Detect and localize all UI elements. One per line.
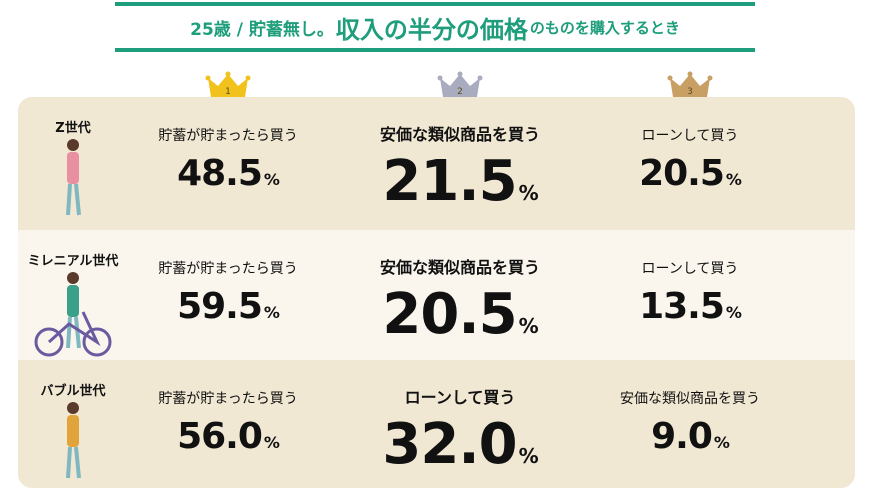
answer-value: 9.0%	[575, 416, 805, 457]
title-prefix: 25歳 / 貯蓄無し。	[190, 19, 334, 40]
row: Z世代 貯蓄が貯まったら買う 48.5% 安価な類似商品を買う 21.5% ローンして買う…	[18, 97, 855, 230]
rank-number: 2	[457, 87, 463, 97]
percent-value: 13.5	[639, 286, 725, 327]
figure-body	[67, 415, 79, 447]
figure-leg	[66, 446, 72, 479]
rank-number: 3	[687, 87, 693, 97]
result-cell: 貯蓄が貯まったら買う 59.5%	[113, 258, 343, 327]
percent-value: 20.5	[382, 282, 517, 347]
result-cell: ローンして買う 13.5%	[575, 258, 805, 327]
figure-leg	[74, 183, 81, 216]
answer-label: 安価な類似商品を買う	[620, 391, 760, 407]
percent-unit: %	[263, 303, 280, 322]
title-main: 収入の半分の価格	[335, 15, 528, 44]
crown: 2	[437, 71, 483, 97]
answer-label: 貯蓄が貯まったら買う	[158, 391, 298, 407]
title-suffix: のものを購入するとき	[529, 18, 680, 37]
percent-value: 21.5	[382, 149, 517, 214]
crown: 1	[205, 71, 251, 97]
panel: Z世代 貯蓄が貯まったら買う 48.5% 安価な類似商品を買う 21.5% ローンして買う…	[18, 97, 855, 488]
percent-unit: %	[263, 433, 280, 452]
crown-jewel	[477, 75, 483, 81]
crown-shape	[670, 74, 710, 97]
row: ミレニアル世代 貯蓄が貯まったら買う 59.5% 安価な類似商品を買う 20.5% ローン…	[18, 230, 855, 360]
result-cell: 安価な類似商品を買う 20.5%	[345, 254, 575, 347]
percent-value: 48.5	[177, 153, 263, 194]
answer-label: 安価な類似商品を買う	[379, 258, 540, 277]
percent-unit: %	[518, 444, 539, 468]
answer-value: 48.5%	[113, 153, 343, 194]
result-cell: ローンして買う 32.0%	[345, 384, 575, 477]
answer-value: 56.0%	[113, 416, 343, 457]
figure-leg	[66, 316, 72, 349]
percent-value: 56.0	[177, 416, 263, 457]
header: 25歳 / 貯蓄無し。 収入の半分の価格 のものを購入するとき	[115, 2, 755, 52]
person-figure	[66, 139, 81, 216]
result-cell: 安価な類似商品を買う 9.0%	[575, 388, 805, 457]
answer-value: 21.5%	[345, 149, 575, 214]
person-figure	[66, 402, 81, 479]
result-cell: 貯蓄が貯まったら買う 48.5%	[113, 125, 343, 194]
crown-jewel	[437, 75, 443, 81]
figure-head	[67, 402, 79, 414]
answer-label: 安価な類似商品を買う	[379, 125, 540, 144]
percent-value: 32.0	[382, 412, 517, 477]
percent-value: 59.5	[177, 286, 263, 327]
figure-head	[67, 272, 79, 284]
figure-body	[67, 285, 79, 317]
answer-label: ローンして買う	[641, 128, 739, 144]
result-cell: 貯蓄が貯まったら買う 56.0%	[113, 388, 343, 457]
figure-leg	[66, 183, 72, 216]
answer-value: 59.5%	[113, 286, 343, 327]
percent-unit: %	[725, 303, 742, 322]
answer-label: 貯蓄が貯まったら買う	[158, 261, 298, 277]
figure-leg	[74, 446, 81, 479]
answer-label: ローンして買う	[641, 261, 739, 277]
percent-unit: %	[725, 170, 742, 189]
answer-value: 13.5%	[575, 286, 805, 327]
answer-value: 20.5%	[575, 153, 805, 194]
crown-jewel	[205, 75, 211, 81]
crown-jewel	[457, 71, 463, 77]
figure-head	[67, 139, 79, 151]
figure-leg	[74, 316, 81, 349]
percent-unit: %	[263, 170, 280, 189]
answer-value: 32.0%	[345, 412, 575, 477]
percent-unit: %	[518, 314, 539, 338]
result-cell: 安価な類似商品を買う 21.5%	[345, 121, 575, 214]
answer-label: ローンして買う	[404, 388, 516, 407]
crown: 3	[667, 71, 713, 97]
percent-value: 9.0	[651, 416, 713, 457]
generation-label: ミレニアル世代	[27, 254, 119, 269]
answer-value: 20.5%	[345, 282, 575, 347]
bike-wheel	[82, 327, 112, 357]
crown-jewel	[687, 71, 693, 77]
crown-shape	[440, 74, 480, 97]
crown-jewel	[707, 75, 713, 81]
figure-body	[67, 152, 79, 184]
crown-jewel	[245, 75, 251, 81]
bike-wheel	[34, 327, 64, 357]
generation-label: バブル世代	[40, 384, 106, 399]
rank-number: 1	[225, 87, 231, 97]
crown-shape	[208, 74, 248, 97]
answer-label: 貯蓄が貯まったら買う	[158, 128, 298, 144]
crown-jewel	[667, 75, 673, 81]
percent-value: 20.5	[639, 153, 725, 194]
result-cell: ローンして買う 20.5%	[575, 125, 805, 194]
row: バブル世代 貯蓄が貯まったら買う 56.0% ローンして買う 32.0% 安価な類似商品を…	[18, 360, 855, 488]
bike-frame	[47, 311, 101, 347]
person-figure	[34, 272, 112, 357]
crown-jewel	[225, 71, 231, 77]
percent-unit: %	[713, 433, 730, 452]
generation-label: Z世代	[55, 121, 91, 136]
percent-unit: %	[518, 181, 539, 205]
